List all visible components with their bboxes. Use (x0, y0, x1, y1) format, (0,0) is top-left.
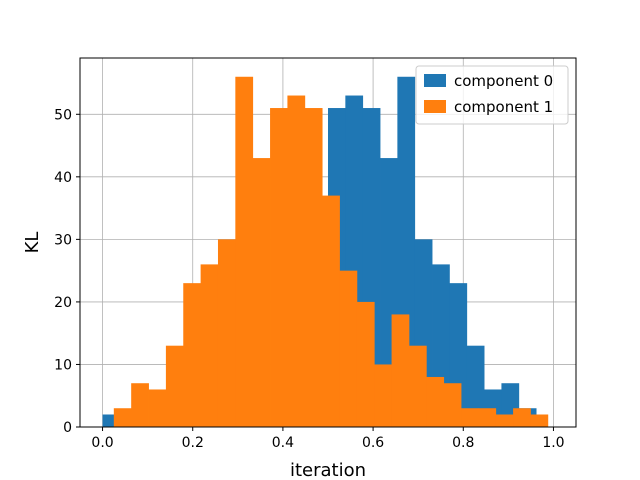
bar-series-1-bin-14 (356, 301, 375, 427)
bar-series-1-bin-2 (148, 389, 167, 427)
bar-series-0-bin-21 (466, 345, 485, 427)
y-axis-label: KL (22, 232, 43, 254)
x-tick-label: 0.0 (91, 435, 113, 451)
bar-series-1-bin-1 (131, 383, 149, 427)
bars-layer (102, 76, 549, 428)
bar-series-1-bin-4 (183, 283, 202, 427)
bar-series-1-bin-16 (391, 314, 410, 427)
x-tick-label: 0.8 (452, 435, 474, 451)
bar-series-1-bin-12 (322, 195, 340, 427)
y-tick-label: 20 (54, 295, 72, 311)
bar-series-1-bin-0 (113, 408, 132, 427)
legend: component 0 component 1 (415, 65, 569, 125)
axis-ticks: 0.0 0.2 0.4 0.6 0.8 1.0 0 10 20 30 40 50 (54, 107, 564, 451)
bar-series-1-bin-7 (235, 76, 254, 428)
x-tick-label: 0.4 (272, 435, 294, 451)
x-axis-label: iteration (290, 460, 366, 480)
bar-series-1-bin-15 (374, 364, 392, 427)
bar-series-1-bin-11 (304, 108, 323, 427)
y-tick-label: 0 (63, 420, 72, 436)
bar-series-1-bin-5 (200, 264, 219, 427)
bar-series-1-bin-9 (270, 108, 288, 427)
legend-label-1: component 1 (454, 98, 553, 116)
bar-series-1-bin-22 (495, 414, 514, 427)
bar-series-1-bin-24 (530, 414, 549, 427)
legend-swatch-1 (424, 100, 446, 113)
plot-frame (79, 57, 577, 428)
legend-label-0: component 0 (454, 72, 553, 90)
bar-series-1-bin-3 (165, 345, 184, 427)
y-tick-label: 10 (54, 357, 72, 373)
legend-box (415, 65, 569, 125)
bar-series-1-bin-20 (461, 408, 479, 427)
legend-swatch-0 (424, 74, 446, 87)
bar-series-1-bin-21 (478, 408, 497, 427)
y-tick-label: 30 (54, 232, 72, 248)
y-tick-label: 50 (54, 107, 72, 123)
x-tick-label: 0.6 (362, 435, 384, 451)
x-tick-label: 0.2 (182, 435, 204, 451)
bar-series-1-bin-13 (339, 270, 358, 427)
bar-series-1-bin-19 (443, 383, 462, 427)
bar-series-1-bin-8 (252, 158, 271, 427)
bar-series-1-bin-10 (287, 95, 306, 427)
x-tick-label: 1.0 (542, 435, 564, 451)
bar-series-1-bin-23 (513, 408, 531, 427)
y-tick-label: 40 (54, 170, 72, 186)
bar-series-1-bin-17 (408, 345, 427, 427)
bar-series-1-bin-18 (426, 376, 445, 427)
bar-series-1-bin-6 (217, 239, 236, 427)
